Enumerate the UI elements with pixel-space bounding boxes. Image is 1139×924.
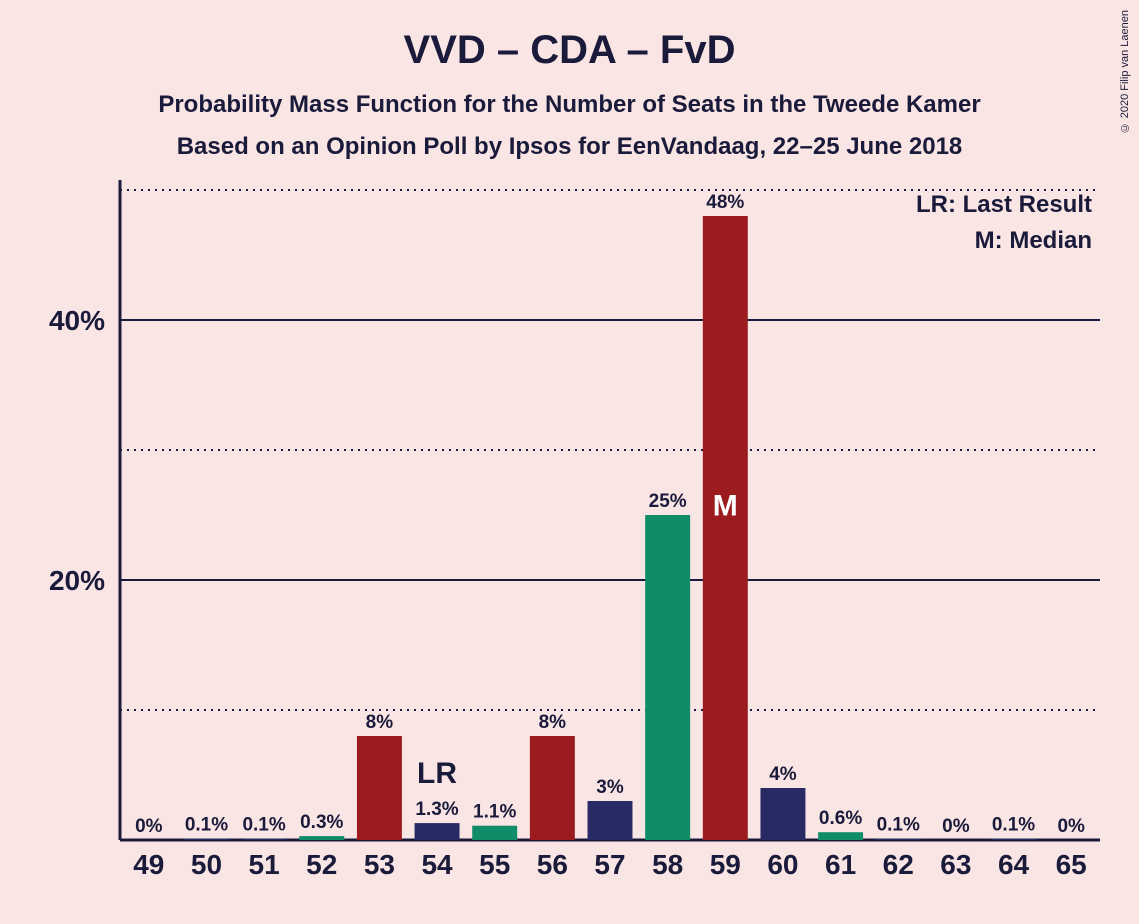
x-tick-label: 65 bbox=[1056, 849, 1087, 880]
bar-value-label: 0.1% bbox=[992, 815, 1035, 836]
x-tick-label: 55 bbox=[479, 849, 510, 880]
y-tick-label: 20% bbox=[49, 565, 105, 596]
bar-value-label: 25% bbox=[649, 491, 687, 512]
x-tick-label: 58 bbox=[652, 849, 683, 880]
bar bbox=[588, 801, 633, 840]
bar bbox=[530, 736, 575, 840]
y-tick-label: 40% bbox=[49, 305, 105, 336]
bar bbox=[472, 826, 517, 840]
x-tick-label: 52 bbox=[306, 849, 337, 880]
bar bbox=[876, 839, 921, 840]
bar-value-label: 3% bbox=[596, 777, 624, 798]
x-tick-label: 60 bbox=[767, 849, 798, 880]
bar-value-label: 0% bbox=[135, 816, 163, 837]
x-tick-label: 56 bbox=[537, 849, 568, 880]
bar-value-label: 0% bbox=[1057, 816, 1085, 837]
bar bbox=[242, 839, 287, 840]
bar-value-label: 0.6% bbox=[819, 808, 862, 829]
bar bbox=[645, 515, 690, 840]
bar-value-label: 0% bbox=[942, 816, 970, 837]
x-tick-label: 63 bbox=[940, 849, 971, 880]
bar-value-label: 4% bbox=[769, 764, 797, 785]
bar-value-label: 0.3% bbox=[300, 812, 343, 833]
x-tick-label: 64 bbox=[998, 849, 1030, 880]
pmf-bar-chart: 20% 40% 0% 0.1% 0.1% 0.3% 8% 1.3% 1.1% 8% 3% 25% 48%… bbox=[0, 0, 1139, 924]
bar-value-label: 1.3% bbox=[415, 799, 458, 820]
x-tick-label: 57 bbox=[594, 849, 625, 880]
x-tick-label: 53 bbox=[364, 849, 395, 880]
x-tick-label: 54 bbox=[421, 849, 453, 880]
x-tick-label: 62 bbox=[883, 849, 914, 880]
bar-value-label: 0.1% bbox=[877, 815, 920, 836]
bar-value-label: 0.1% bbox=[242, 815, 285, 836]
bar-value-label: 48% bbox=[706, 192, 744, 213]
bar bbox=[760, 788, 805, 840]
x-tick-label: 61 bbox=[825, 849, 856, 880]
annotation-m: M bbox=[713, 490, 738, 523]
x-tick-label: 51 bbox=[249, 849, 280, 880]
bar-value-label: 8% bbox=[539, 712, 567, 733]
bar bbox=[184, 839, 229, 840]
bar-value-label: 1.1% bbox=[473, 802, 516, 823]
annotation-lr: LR bbox=[417, 757, 457, 790]
bar bbox=[357, 736, 402, 840]
bar bbox=[818, 832, 863, 840]
x-tick-label: 49 bbox=[133, 849, 164, 880]
bar-value-label: 8% bbox=[366, 712, 394, 733]
x-tick-label: 50 bbox=[191, 849, 222, 880]
bar bbox=[991, 839, 1036, 840]
bar bbox=[299, 836, 344, 840]
bar-value-label: 0.1% bbox=[185, 815, 228, 836]
bar bbox=[415, 823, 460, 840]
bar bbox=[703, 216, 748, 840]
legend-m: M: Median bbox=[975, 227, 1092, 254]
x-tick-label: 59 bbox=[710, 849, 741, 880]
legend-lr: LR: Last Result bbox=[916, 191, 1092, 218]
